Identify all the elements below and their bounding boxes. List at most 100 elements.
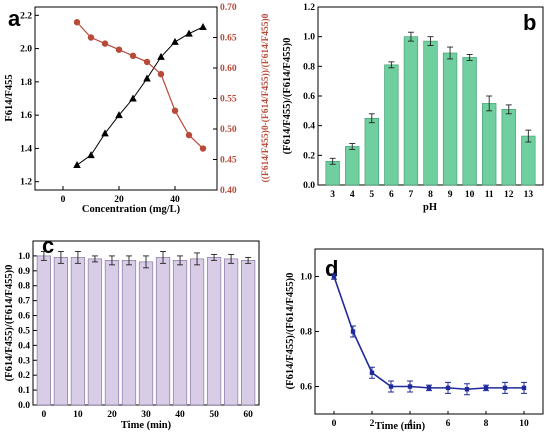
chart-d-xtick-label: 2 — [370, 419, 375, 429]
chart-a-xlabel: Concentration (mg/L) — [82, 204, 181, 215]
chart-b-xtick-label: 7 — [409, 190, 414, 200]
chart-a-point-black — [171, 37, 179, 45]
chart-c-xtick-label: 60 — [243, 410, 253, 420]
chart-a-y2tick-label: 0.40 — [220, 186, 237, 196]
chart-b-xlabel: pH — [423, 202, 437, 213]
chart-c-bar — [241, 260, 256, 406]
chart-c-bar — [36, 255, 51, 406]
chart-c-ytick-label: 0.2 — [18, 371, 30, 381]
panel-label-b: b — [523, 10, 536, 35]
chart-a-point-red — [171, 107, 179, 114]
chart-c-ytick-label: 0.5 — [18, 326, 30, 336]
chart-b-ytick-label: 0.2 — [303, 151, 315, 161]
chart-d-point — [426, 385, 432, 391]
chart-d-point — [407, 384, 413, 389]
chart-b-ytick-label: 1.2 — [303, 3, 315, 13]
chart-a-series-black-line — [76, 26, 204, 166]
chart-d-point — [502, 385, 508, 391]
chart-a-point-red — [157, 70, 165, 78]
chart-a-ytick-label: 2.2 — [20, 11, 32, 21]
chart-c-bar — [70, 257, 86, 406]
chart-c-bar — [87, 258, 103, 406]
chart-c-xtick-label: 20 — [107, 410, 117, 420]
chart-d-point — [350, 329, 356, 334]
chart-c-ytick-label: 0.1 — [18, 386, 30, 396]
chart-b-bar — [442, 52, 458, 186]
chart-d-marks — [331, 273, 527, 396]
chart-b-marks — [325, 31, 536, 186]
chart-c-ytick-label: 1.0 — [18, 252, 30, 262]
chart-a-xtick-label: 20 — [114, 195, 124, 205]
chart-a-ytick-label: 1.2 — [20, 178, 32, 188]
chart-d-point — [369, 370, 375, 375]
chart-c-bar — [172, 260, 188, 406]
chart-a-y2tick-label: 0.45 — [220, 156, 237, 166]
chart-a-ytick-label: 1.6 — [20, 111, 32, 121]
chart-b-bar — [384, 64, 399, 186]
chart-c-ytick-label: 0.3 — [18, 356, 30, 366]
chart-c-xtick-label: 0 — [42, 410, 47, 420]
chart-a-ytick-label: 1.8 — [20, 78, 32, 88]
chart-d-xtick-label: 6 — [446, 419, 451, 429]
chart-a-y2tick-label: 0.60 — [220, 64, 237, 74]
chart-d-xlabel: Time (min) — [375, 421, 426, 432]
chart-b-xtick-label: 13 — [524, 190, 534, 200]
chart-a-y2tick-label: 0.70 — [220, 3, 237, 13]
chart-b-xtick-label: 12 — [504, 190, 514, 200]
chart-c-ylabel: (F614/F455)/(F614/F455)0 — [4, 265, 15, 382]
chart-a-ylabel: F614/F455 — [4, 74, 15, 121]
chart-d-series-line — [333, 276, 524, 391]
chart-b-xtick-label: 8 — [428, 190, 433, 200]
chart-b-bar — [482, 103, 497, 186]
chart-a-point-red — [143, 58, 151, 66]
chart-a-xtick-label: 0 — [61, 195, 66, 205]
chart-c-xtick-label: 10 — [73, 410, 83, 420]
chart-c-xtick-label: 30 — [141, 410, 151, 420]
chart-a-y2label: ((F614/F455)0-(F614/F455))/(F614/F455)0 — [260, 13, 271, 182]
chart-c: 0.0 0.1 0.2 0.3 0.4 0.5 0.6 0.7 0.8 0.9 1.0 0 10 20 30… — [4, 240, 260, 431]
chart-b-ylabel: (F614/F455)/(F614/F455)0 — [282, 38, 293, 155]
chart-c-xtick-label: 40 — [175, 410, 185, 420]
chart-a: 0 20 40 1.2 1.4 1.6 1.8 2.0 2.2 0.40 0.45 0.50 0.55 0… — [4, 3, 271, 215]
chart-a-series-red-line — [76, 21, 204, 149]
chart-a-point-black — [115, 111, 123, 119]
chart-a-y2tick-label: 0.55 — [220, 95, 237, 105]
chart-d-ylabel: (F614/F455)/(F614/F455)0 — [285, 273, 296, 390]
chart-c-ytick-label: 0.7 — [18, 297, 30, 307]
chart-a-point-black — [73, 161, 81, 169]
chart-c-bar — [121, 260, 137, 406]
chart-a-y2tick-label: 0.65 — [220, 34, 237, 44]
chart-a-point-red — [199, 145, 207, 152]
chart-a-xtick-label: 40 — [170, 195, 180, 205]
chart-a-point-black — [129, 94, 137, 102]
chart-c-bar — [53, 257, 69, 406]
chart-a-marks — [73, 19, 207, 169]
chart-a-point-black — [157, 52, 165, 60]
panel-label-d: d — [325, 256, 338, 281]
chart-c-bar — [138, 261, 154, 406]
chart-c-ytick-label: 0.6 — [18, 312, 30, 322]
chart-a-point-black — [199, 22, 207, 30]
chart-d-point — [445, 385, 451, 391]
chart-c-xtick-label: 50 — [209, 410, 219, 420]
chart-d-point — [521, 385, 527, 391]
chart-b-xtick-label: 10 — [465, 190, 475, 200]
chart-d-point — [483, 385, 489, 391]
chart-b-ytick-label: 0.8 — [303, 62, 315, 72]
chart-a-y2tick-label: 0.50 — [220, 125, 237, 135]
chart-b-xtick-label: 6 — [389, 190, 394, 200]
chart-c-ytick-label: 0.8 — [18, 282, 30, 292]
chart-a-point-black — [101, 129, 109, 137]
chart-c-bar — [189, 258, 205, 406]
chart-b-xtick-label: 5 — [369, 190, 374, 200]
chart-b-bar — [345, 146, 360, 186]
chart-a-point-red — [87, 34, 95, 41]
chart-b-xtick-label: 4 — [350, 190, 355, 200]
chart-d-point — [388, 384, 394, 389]
chart-c-bar — [104, 260, 120, 406]
chart-d-xtick-label: 10 — [519, 419, 529, 429]
chart-b-ytick-label: 0.4 — [303, 122, 315, 132]
chart-b-bar — [462, 57, 477, 186]
chart-b: 0.00.20.40.60.81.01.23 4 5 6 7 8 9 10 11 12 13 pH … — [282, 3, 544, 213]
chart-d-point — [464, 387, 470, 392]
